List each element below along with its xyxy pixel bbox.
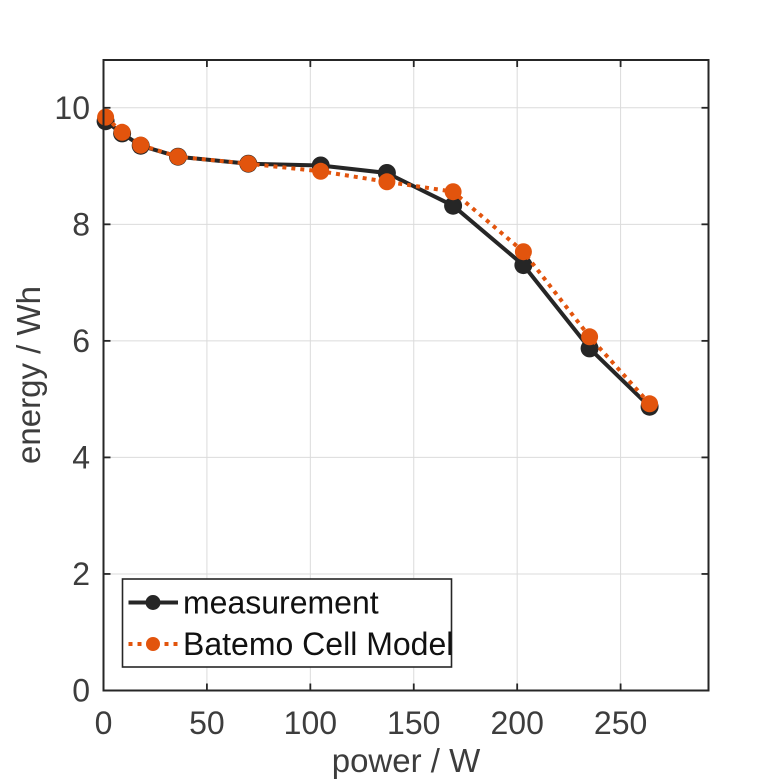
data-point <box>169 148 187 166</box>
legend: measurement Batemo Cell Model <box>121 578 453 668</box>
legend-item-measurement: measurement <box>128 585 379 621</box>
data-point <box>113 123 131 141</box>
x-tick-labels: 0 50 100 150 200 250 <box>95 705 648 741</box>
legend-label-batemo-cell-model: Batemo Cell Model <box>183 626 453 662</box>
y-tick-label: 0 <box>72 673 90 709</box>
x-tick-label: 100 <box>284 705 337 741</box>
legend-marker-circle <box>145 595 161 610</box>
data-point <box>97 108 115 126</box>
legend-box <box>121 578 453 668</box>
legend-item-batemo-cell-model: Batemo Cell Model <box>128 626 453 662</box>
y-tick-label: 6 <box>72 323 90 359</box>
data-point <box>641 395 659 413</box>
data-point <box>378 173 396 191</box>
x-tick-label: 200 <box>490 705 543 741</box>
y-tick-label: 8 <box>72 206 90 242</box>
y-tick-label: 2 <box>72 556 90 592</box>
data-series <box>96 108 659 416</box>
data-point <box>444 196 463 215</box>
legend-marker-circle <box>146 637 160 651</box>
data-point <box>514 243 532 261</box>
plot-border <box>102 59 710 692</box>
y-tick-labels: 0 2 4 6 8 10 <box>54 90 90 709</box>
data-point <box>312 162 330 180</box>
legend-label-measurement: measurement <box>183 585 379 621</box>
data-point <box>444 183 462 201</box>
x-tick-label: 0 <box>95 705 113 741</box>
data-point <box>239 155 257 173</box>
x-tick-label: 250 <box>594 705 647 741</box>
data-point <box>581 328 599 346</box>
y-tick-label: 4 <box>72 439 90 475</box>
series-line-0 <box>104 119 651 409</box>
x-axis-label: power / W <box>332 742 481 779</box>
x-tick-label: 150 <box>387 705 440 741</box>
data-point <box>514 256 533 275</box>
data-point <box>132 136 150 154</box>
y-tick-label: 10 <box>54 90 90 126</box>
series-line-1 <box>104 115 652 406</box>
y-axis-label: energy / Wh <box>10 286 47 464</box>
x-tick-label: 50 <box>189 705 225 741</box>
